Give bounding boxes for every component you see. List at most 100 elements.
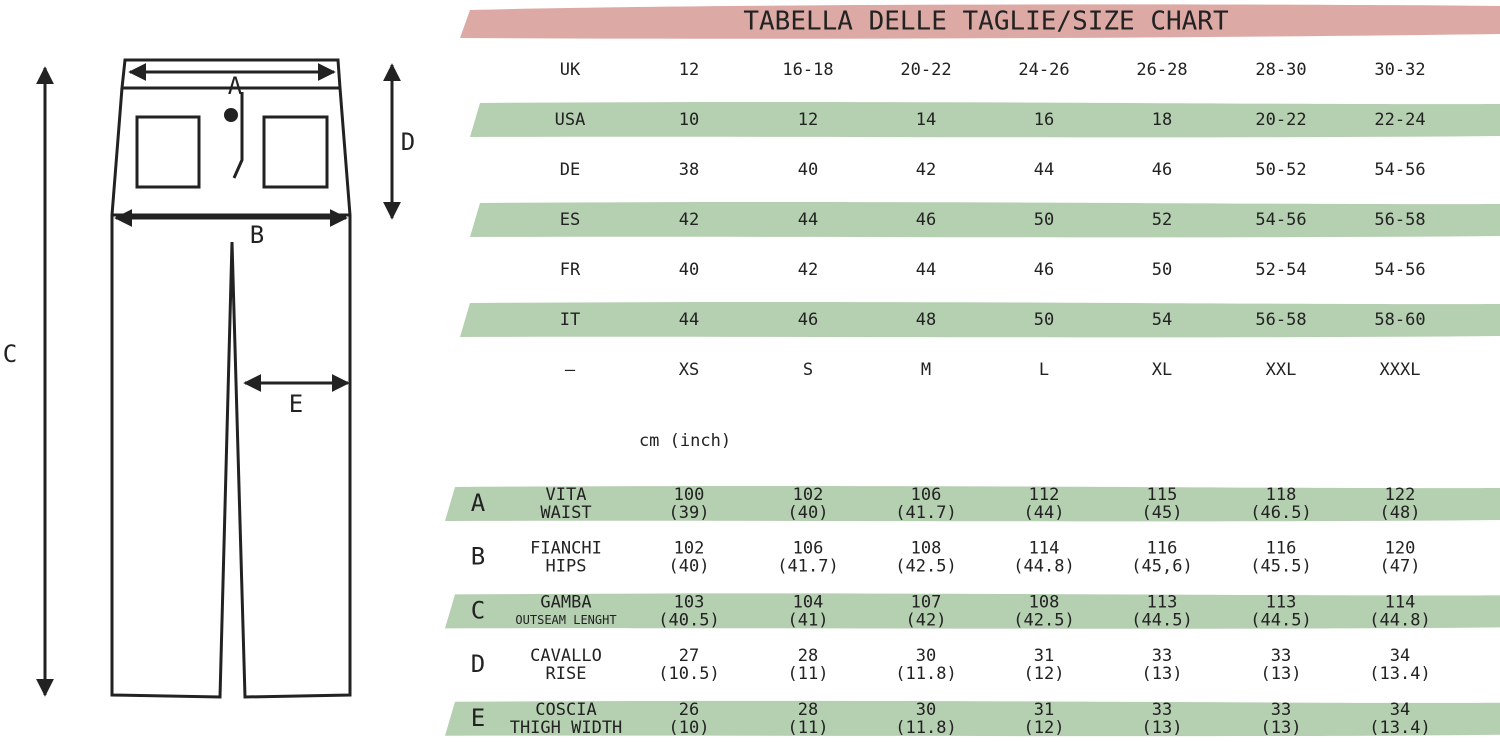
cell: 42: [798, 260, 818, 280]
row-label: UK: [560, 60, 581, 80]
cell: XXXL: [1380, 360, 1421, 380]
cell: (44.5): [1250, 610, 1311, 630]
cell: (11.8): [895, 664, 956, 684]
cell: 26-28: [1136, 60, 1187, 80]
row-label: IT: [560, 310, 580, 330]
measure-name: CAVALLO: [530, 646, 602, 666]
cell: (13): [1261, 664, 1302, 684]
cell: (13.4): [1369, 718, 1430, 738]
cell: 30: [916, 700, 936, 720]
cell: 106: [793, 539, 824, 559]
row-label: USA: [555, 110, 586, 130]
cell: 116: [1266, 539, 1297, 559]
cell: 16-18: [782, 60, 833, 80]
cell: 14: [916, 110, 936, 130]
measure-name: OUTSEAM LENGHT: [515, 613, 616, 627]
measure-letter: C: [471, 596, 485, 624]
cell: (10): [669, 718, 710, 738]
cell: 33: [1152, 700, 1172, 720]
cell: 44: [1034, 160, 1054, 180]
cell: 27: [679, 646, 699, 666]
cell: (12): [1024, 718, 1065, 738]
cell: (40): [788, 503, 829, 523]
row-label: FR: [560, 260, 581, 280]
cell: M: [921, 360, 931, 380]
row-label: DE: [560, 160, 580, 180]
cell: (44.5): [1131, 610, 1192, 630]
cell: 103: [674, 592, 705, 612]
cell: 54: [1152, 310, 1172, 330]
cell: (40.5): [658, 610, 719, 630]
cell: (48): [1380, 503, 1421, 523]
cell: 46: [1152, 160, 1172, 180]
cell: 50: [1034, 210, 1054, 230]
cell: 114: [1029, 539, 1060, 559]
cell: 100: [674, 485, 705, 505]
cell: 46: [916, 210, 936, 230]
cell: 106: [911, 485, 942, 505]
cell: 33: [1152, 646, 1172, 666]
cell: (41.7): [777, 557, 838, 577]
cell: 22-24: [1374, 110, 1425, 130]
cell: (47): [1380, 557, 1421, 577]
row-stripe: [445, 700, 1500, 737]
cell: 46: [1034, 260, 1054, 280]
measure-name: VITA: [546, 485, 587, 505]
cell: 44: [798, 210, 818, 230]
unit-note: cm (inch): [639, 431, 731, 451]
cell: 12: [679, 60, 699, 80]
cell: (11): [788, 664, 829, 684]
measure-letter: B: [471, 543, 485, 571]
row-label: ES: [560, 210, 580, 230]
cell: S: [803, 360, 813, 380]
cell: XXL: [1266, 360, 1297, 380]
pants-diagram: [36, 58, 401, 699]
title-stripe: [460, 4, 1500, 39]
cell: (11.8): [895, 718, 956, 738]
measure-name: WAIST: [540, 503, 591, 523]
cell: 42: [679, 210, 699, 230]
measure-letter: E: [471, 704, 485, 732]
cell: 108: [911, 539, 942, 559]
cell: 54-56: [1255, 210, 1306, 230]
measure-name: HIPS: [546, 557, 587, 577]
cell: (41.7): [895, 503, 956, 523]
cell: 38: [679, 160, 699, 180]
cell: 113: [1266, 592, 1297, 612]
cell: 116: [1147, 539, 1178, 559]
cell: (42.5): [1013, 610, 1074, 630]
cell: (44.8): [1369, 610, 1430, 630]
cell: 31: [1034, 700, 1054, 720]
cell: 118: [1266, 485, 1297, 505]
cell: 52-54: [1255, 260, 1306, 280]
cell: (11): [788, 718, 829, 738]
cell: 102: [793, 485, 824, 505]
diagram-label: C: [3, 340, 17, 368]
row-stripe: [445, 486, 1500, 522]
row-stripe: [470, 102, 1500, 138]
cell: (41): [788, 610, 829, 630]
cell: 28-30: [1255, 60, 1306, 80]
size-table: UK 12 16-18 20-22 24-26 26-28 28-30 30-32 USA 10 1…: [460, 60, 1500, 380]
measure-letter: D: [471, 650, 485, 678]
cell: 33: [1271, 646, 1291, 666]
cell: (10.5): [658, 664, 719, 684]
cell: XS: [679, 360, 699, 380]
cell: 28: [798, 700, 818, 720]
cell: 120: [1385, 539, 1416, 559]
cell: (45.5): [1250, 557, 1311, 577]
cell: (42.5): [895, 557, 956, 577]
cell: 108: [1029, 592, 1060, 612]
diagram-label: A: [228, 72, 243, 100]
cell: (13): [1142, 718, 1183, 738]
row-label: –: [565, 360, 576, 380]
cell: 58-60: [1374, 310, 1425, 330]
cell: 107: [911, 592, 942, 612]
measure-letter: A: [471, 489, 486, 517]
cell: 54-56: [1374, 260, 1425, 280]
cell: 102: [674, 539, 705, 559]
cell: 54-56: [1374, 160, 1425, 180]
measure-name: RISE: [546, 664, 587, 684]
row-stripe: [460, 302, 1500, 338]
cell: 10: [679, 110, 699, 130]
